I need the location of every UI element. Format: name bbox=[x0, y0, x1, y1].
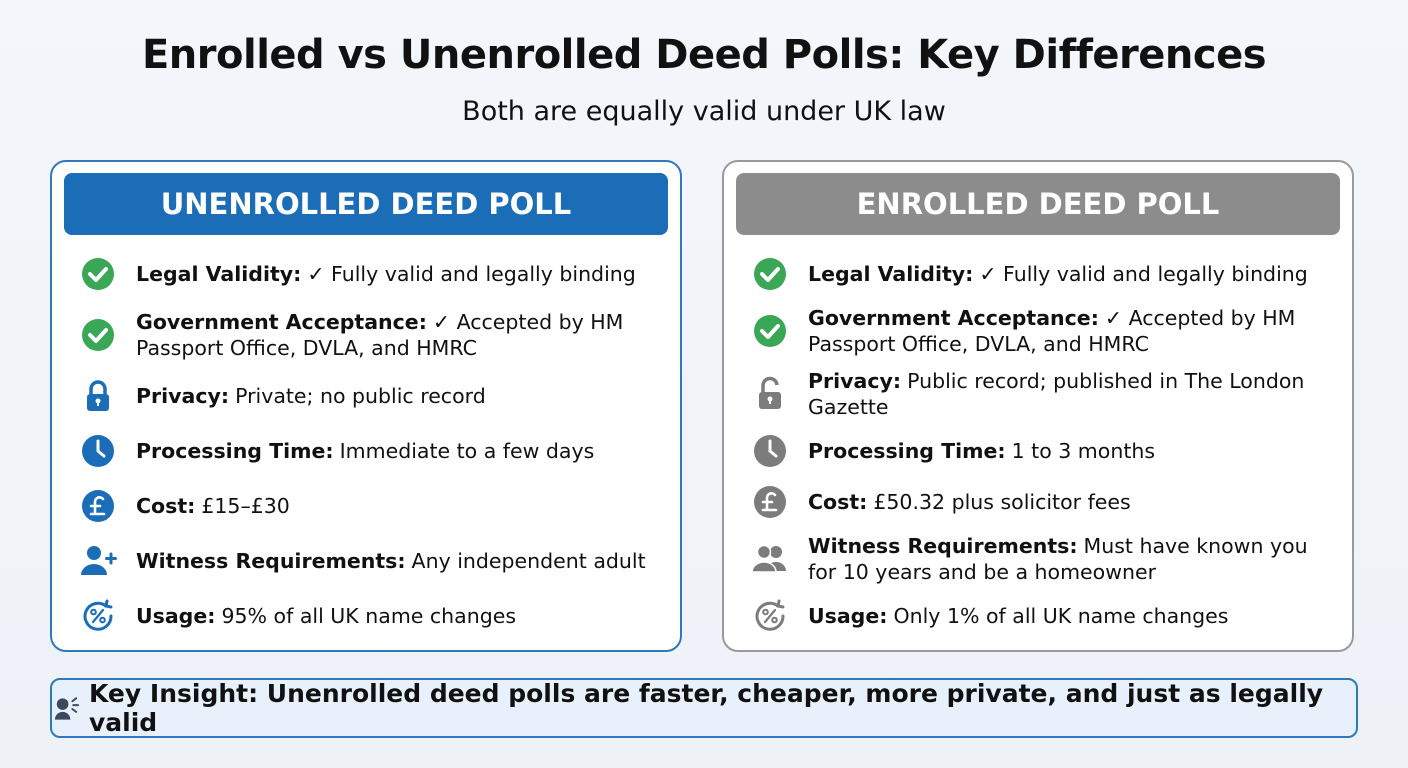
item-row: Usage: Only 1% of all UK name changes bbox=[750, 596, 1338, 636]
item-label: Cost: bbox=[808, 490, 868, 514]
item-label: Usage: bbox=[136, 604, 216, 628]
item-icon bbox=[82, 435, 114, 467]
item-text: Witness Requirements: Any independent adu… bbox=[136, 548, 646, 574]
item-list: Legal Validity: ✓ Fully valid and legally… bbox=[750, 254, 1338, 636]
item-value: Immediate to a few days bbox=[339, 439, 595, 463]
item-text: Usage: Only 1% of all UK name changes bbox=[808, 603, 1228, 629]
item-row: Privacy: Public record; published in The … bbox=[750, 368, 1338, 420]
item-text: Privacy: Public record; published in The … bbox=[808, 368, 1338, 420]
item-label: Processing Time: bbox=[808, 439, 1006, 463]
item-value: Must have known you for 10 years and be … bbox=[808, 534, 1308, 584]
item-row: Government Acceptance: ✓ Accepted by HM P… bbox=[78, 309, 666, 361]
item-row: Government Acceptance: ✓ Accepted by HM P… bbox=[750, 305, 1338, 357]
item-icon bbox=[82, 490, 114, 522]
item-icon bbox=[754, 315, 786, 347]
item-row: Legal Validity: ✓ Fully valid and legally… bbox=[78, 254, 666, 294]
speaker-icon bbox=[54, 697, 80, 720]
item-text: Legal Validity: ✓ Fully valid and legally… bbox=[808, 261, 1308, 287]
item-value: 95% of all UK name changes bbox=[221, 604, 517, 628]
item-text: Processing Time: Immediate to a few days bbox=[136, 438, 594, 464]
item-row: Privacy: Private; no public record bbox=[78, 376, 666, 416]
item-row: Cost: £15–£30 bbox=[78, 486, 666, 526]
item-row: Usage: 95% of all UK name changes bbox=[78, 596, 666, 636]
insight-text: Key Insight: Unenrolled deed polls are f… bbox=[89, 679, 1324, 737]
item-label: Legal Validity: bbox=[808, 262, 974, 286]
item-value: ✓ Accepted by HM Passport Office, DVLA, … bbox=[808, 306, 1296, 356]
item-label: Witness Requirements: bbox=[136, 549, 406, 573]
item-value: Only 1% of all UK name changes bbox=[893, 604, 1229, 628]
item-text: Cost: £15–£30 bbox=[136, 493, 290, 519]
item-value: £50.32 plus solicitor fees bbox=[873, 490, 1131, 514]
item-text: Government Acceptance: ✓ Accepted by HM P… bbox=[136, 309, 666, 361]
item-value: £15–£30 bbox=[201, 494, 290, 518]
item-label: Cost: bbox=[136, 494, 196, 518]
card-header: ENROLLED DEED POLL bbox=[736, 173, 1340, 235]
item-row: Cost: £50.32 plus solicitor fees bbox=[750, 482, 1338, 522]
item-icon bbox=[754, 258, 786, 290]
item-icon bbox=[751, 544, 786, 573]
page-title: Enrolled vs Unenrolled Deed Polls: Key D… bbox=[141, 32, 1267, 78]
comparison-card: UNENROLLED DEED POLL Legal Validity: ✓ Ful… bbox=[50, 160, 682, 652]
item-label: Privacy: bbox=[136, 384, 230, 408]
item-icon bbox=[759, 376, 781, 409]
item-icon bbox=[87, 380, 109, 411]
item-row: Processing Time: Immediate to a few days bbox=[78, 431, 666, 471]
item-row: Witness Requirements: Must have known you… bbox=[750, 533, 1338, 585]
item-label: Legal Validity: bbox=[136, 262, 302, 286]
item-text: Government Acceptance: ✓ Accepted by HM P… bbox=[808, 305, 1338, 357]
page-subtitle: Both are equally valid under UK law bbox=[462, 96, 946, 127]
item-label: Processing Time: bbox=[136, 439, 334, 463]
comparison-card: ENROLLED DEED POLL Legal Validity: ✓ Fully… bbox=[722, 160, 1354, 652]
item-icon bbox=[81, 546, 117, 575]
item-value: 1 to 3 months bbox=[1011, 439, 1156, 463]
item-icon bbox=[754, 435, 786, 467]
item-label: Witness Requirements: bbox=[808, 534, 1078, 558]
item-icon bbox=[83, 599, 113, 631]
item-icon bbox=[82, 319, 114, 351]
item-text: Privacy: Private; no public record bbox=[136, 383, 486, 409]
item-icon bbox=[82, 258, 114, 290]
item-text: Witness Requirements: Must have known you… bbox=[808, 533, 1338, 585]
item-icon bbox=[755, 599, 785, 631]
item-text: Legal Validity: ✓ Fully valid and legally… bbox=[136, 261, 636, 287]
item-value: ✓ Fully valid and legally binding bbox=[307, 262, 636, 286]
item-value: Private; no public record bbox=[235, 384, 486, 408]
item-row: Legal Validity: ✓ Fully valid and legally… bbox=[750, 254, 1338, 294]
item-text: Processing Time: 1 to 3 months bbox=[808, 438, 1155, 464]
insight-box: Key Insight: Unenrolled deed polls are f… bbox=[50, 678, 1358, 738]
item-label: Government Acceptance: bbox=[136, 310, 427, 334]
item-label: Privacy: bbox=[808, 369, 902, 393]
item-value: Any independent adult bbox=[411, 549, 646, 573]
item-value: ✓ Accepted by HM Passport Office, DVLA, … bbox=[136, 310, 624, 360]
item-text: Cost: £50.32 plus solicitor fees bbox=[808, 489, 1131, 515]
item-label: Government Acceptance: bbox=[808, 306, 1099, 330]
item-text: Usage: 95% of all UK name changes bbox=[136, 603, 516, 629]
item-row: Processing Time: 1 to 3 months bbox=[750, 431, 1338, 471]
item-value: Public record; published in The London G… bbox=[808, 369, 1305, 419]
item-label: Usage: bbox=[808, 604, 888, 628]
item-value: ✓ Fully valid and legally binding bbox=[979, 262, 1308, 286]
card-header: UNENROLLED DEED POLL bbox=[64, 173, 668, 235]
item-row: Witness Requirements: Any independent adu… bbox=[78, 541, 666, 581]
item-list: Legal Validity: ✓ Fully valid and legally… bbox=[78, 254, 666, 636]
item-icon bbox=[754, 486, 786, 518]
